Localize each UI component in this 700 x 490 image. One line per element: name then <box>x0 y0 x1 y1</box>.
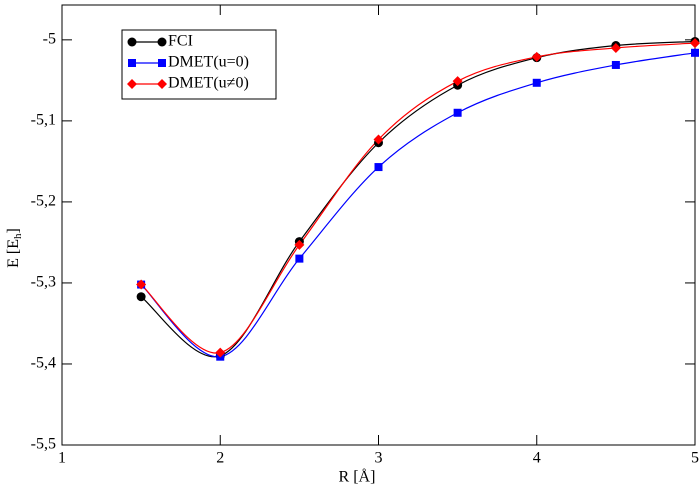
legend-label: FCI <box>168 33 193 50</box>
legend-label: DMET(u≠0) <box>168 75 249 92</box>
point <box>453 108 462 117</box>
point <box>690 38 700 49</box>
point <box>691 48 699 57</box>
point <box>373 134 384 145</box>
legend-marker <box>157 37 167 47</box>
x-tick-label: 5 <box>691 450 699 467</box>
point <box>532 78 541 87</box>
legend-marker <box>127 79 137 89</box>
x-tick-label: 2 <box>216 450 224 467</box>
point <box>215 347 226 358</box>
y-tick-label: -5,3 <box>31 274 56 291</box>
legend-marker <box>127 37 137 47</box>
y-tick-label: -5,1 <box>31 112 56 129</box>
point <box>136 279 147 290</box>
legend-marker <box>158 59 166 67</box>
y-axis-label: E [Eh] <box>5 228 24 268</box>
x-tick-label: 4 <box>533 450 541 467</box>
y-tick-label: -5 <box>43 31 56 48</box>
point <box>136 292 146 302</box>
series-line <box>140 40 696 358</box>
point <box>531 51 542 62</box>
point <box>610 42 621 53</box>
x-axis-label: R [Å] <box>339 468 376 486</box>
legend-marker <box>128 59 136 67</box>
y-label-end: ] <box>5 228 22 233</box>
y-tick-label: -5,5 <box>31 436 56 453</box>
legend-marker <box>157 79 167 89</box>
y-tick-label: -5,2 <box>31 193 56 210</box>
x-tick-label: 3 <box>375 450 383 467</box>
point <box>295 254 304 263</box>
legend-label: DMET(u=0) <box>168 54 249 71</box>
point <box>374 163 383 172</box>
point <box>294 239 305 250</box>
y-label-main: E [E <box>5 239 22 268</box>
y-tick-label: -5,4 <box>31 355 56 372</box>
x-tick-label: 1 <box>58 450 66 467</box>
point <box>452 76 463 87</box>
y-label-sub: h <box>12 233 24 239</box>
point <box>611 60 620 69</box>
